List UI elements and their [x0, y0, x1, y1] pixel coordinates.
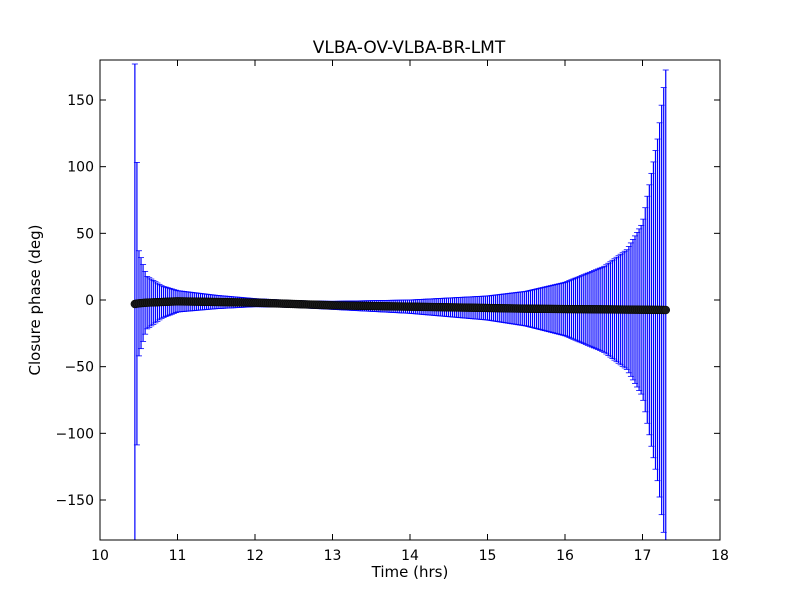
- axis-ticks: 10 11 12 13 14 15 16 17 18 −150 −100 −50 0 50 100 150: [56, 60, 729, 564]
- chart-title: VLBA-OV-VLBA-BR-LMT: [313, 38, 506, 58]
- y-tick-label: 100: [67, 160, 94, 176]
- data-point: [661, 305, 670, 315]
- y-tick-label: −100: [56, 426, 94, 442]
- y-tick-label: 150: [67, 93, 94, 109]
- y-tick-label: −150: [56, 493, 94, 509]
- y-tick-label: −50: [64, 360, 94, 376]
- x-tick-label: 18: [711, 548, 729, 564]
- y-tick-label: 0: [85, 293, 94, 309]
- x-tick-label: 17: [634, 548, 652, 564]
- y-axis-label: Closure phase (deg): [26, 225, 44, 376]
- x-tick-label: 12: [246, 548, 264, 564]
- x-axis-label: Time (hrs): [371, 563, 449, 581]
- plot-area: [130, 63, 670, 540]
- x-tick-label: 16: [556, 548, 574, 564]
- x-tick-label: 15: [479, 548, 497, 564]
- x-tick-label: 11: [169, 548, 187, 564]
- x-tick-label: 14: [401, 548, 419, 564]
- data-marks: [130, 63, 670, 540]
- x-tick-label: 10: [91, 548, 109, 564]
- y-tick-label: 50: [76, 226, 94, 242]
- x-tick-label: 13: [324, 548, 342, 564]
